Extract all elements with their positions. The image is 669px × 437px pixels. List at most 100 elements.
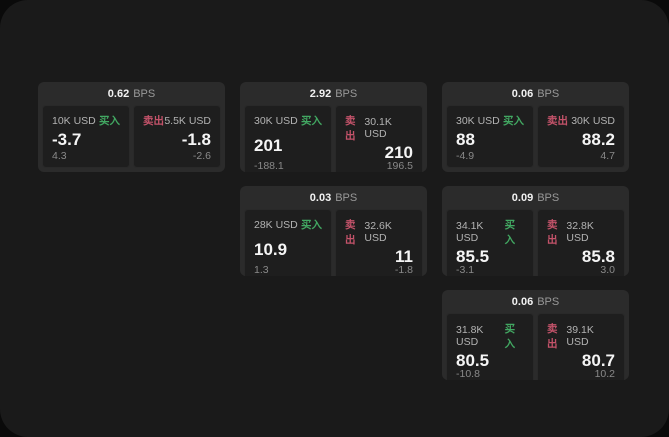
sell-price: 88.2 <box>581 130 615 150</box>
buy-size-label: 30K USD <box>456 114 500 127</box>
sell-price: 11 <box>395 247 413 266</box>
buy-price: 80.5 <box>456 351 490 370</box>
quote-panels: 34.1K USD 买入 85.5 -3.1 卖出 32.8K USD 85.8… <box>442 209 629 276</box>
card-header: 0.03 BPS <box>240 186 427 209</box>
buy-delta: -10.8 <box>456 368 480 380</box>
sell-price: 80.7 <box>581 351 615 370</box>
bps-value: 2.92 <box>309 87 332 100</box>
sell-panel[interactable]: 卖出 39.1K USD 80.7 10.2 <box>537 313 625 380</box>
sell-size-label: 32.8K USD <box>566 220 594 244</box>
card-header: 2.92 BPS <box>240 82 427 105</box>
buy-panel[interactable]: 28K USD 买入 10.9 1.3 <box>244 209 332 276</box>
sell-panel-top: 卖出 30K USD <box>547 113 615 128</box>
sell-size-label: 30.1K USD <box>364 116 392 140</box>
quote-panels: 30K USD 买入 88 -4.9 卖出 30K USD 88.2 4.7 <box>442 105 629 172</box>
buy-panel[interactable]: 31.8K USD 买入 80.5 -10.8 <box>446 313 534 380</box>
sell-price: 85.8 <box>581 247 615 266</box>
buy-panel[interactable]: 30K USD 买入 88 -4.9 <box>446 105 534 168</box>
buy-price: 88 <box>456 130 475 150</box>
bps-unit-label: BPS <box>537 295 560 308</box>
quote-panels: 30K USD 买入 201 -188.1 卖出 30.1K USD 210 1… <box>240 105 427 172</box>
sell-side-label: 卖出 <box>143 115 164 127</box>
sell-panel-top: 卖出 32.6K USD <box>345 217 413 247</box>
bps-unit-label: BPS <box>335 87 358 100</box>
sell-side-label: 卖出 <box>345 219 356 246</box>
sell-size-label: 5.5K USD <box>164 114 211 127</box>
buy-price: 85.5 <box>456 247 490 266</box>
bps-value: 0.03 <box>309 191 332 204</box>
buy-side-label: 买入 <box>99 115 120 127</box>
bps-value: 0.62 <box>107 87 130 100</box>
buy-side-label: 买入 <box>504 219 516 246</box>
buy-delta: -188.1 <box>254 160 284 172</box>
cards-grid: 0.62 BPS 10K USD 买入 -3.7 4.3 卖出 5.5K USD… <box>38 82 629 380</box>
sell-panel[interactable]: 卖出 5.5K USD -1.8 -2.6 <box>133 105 221 168</box>
buy-size-label: 31.8K USD <box>456 324 484 348</box>
quote-card: 0.06 BPS 30K USD 买入 88 -4.9 卖出 30K USD 8… <box>442 82 629 172</box>
buy-price: -3.7 <box>52 130 82 150</box>
buy-delta: -4.9 <box>456 149 475 162</box>
buy-price: 10.9 <box>254 239 288 259</box>
buy-panel[interactable]: 34.1K USD 买入 85.5 -3.1 <box>446 209 534 276</box>
sell-panel[interactable]: 卖出 30.1K USD 210 196.5 <box>335 105 423 172</box>
buy-panel-top: 30K USD 买入 <box>254 113 322 128</box>
sell-panel[interactable]: 卖出 30K USD 88.2 4.7 <box>537 105 625 168</box>
buy-panel-top: 30K USD 买入 <box>456 113 524 128</box>
buy-size-label: 34.1K USD <box>456 220 484 244</box>
buy-panel-top: 31.8K USD 买入 <box>456 321 524 351</box>
bps-unit-label: BPS <box>537 191 560 204</box>
buy-side-label: 买入 <box>301 115 322 127</box>
sell-panel-top: 卖出 5.5K USD <box>143 113 211 128</box>
quote-panels: 10K USD 买入 -3.7 4.3 卖出 5.5K USD -1.8 -2.… <box>38 105 225 172</box>
sell-panel[interactable]: 卖出 32.6K USD 11 -1.8 <box>335 209 423 276</box>
buy-side-label: 买入 <box>301 219 322 231</box>
card-header: 0.06 BPS <box>442 290 629 313</box>
buy-size-label: 28K USD <box>254 218 298 231</box>
quote-panels: 28K USD 买入 10.9 1.3 卖出 32.6K USD 11 -1.8 <box>240 209 427 276</box>
bps-value: 0.06 <box>511 87 534 100</box>
sell-side-label: 卖出 <box>547 115 568 127</box>
buy-size-label: 30K USD <box>254 114 298 127</box>
sell-delta: 4.7 <box>600 149 615 162</box>
sell-panel-top: 卖出 32.8K USD <box>547 217 615 247</box>
sell-panel[interactable]: 卖出 32.8K USD 85.8 3.0 <box>537 209 625 276</box>
buy-side-label: 买入 <box>504 323 516 350</box>
quote-card: 0.03 BPS 28K USD 买入 10.9 1.3 卖出 32.6K US… <box>240 186 427 276</box>
sell-size-label: 30K USD <box>571 114 615 127</box>
sell-price: -1.8 <box>181 130 211 150</box>
sell-delta: 3.0 <box>600 264 615 276</box>
bps-unit-label: BPS <box>335 191 358 204</box>
sell-side-label: 卖出 <box>345 115 356 142</box>
sell-delta: -2.6 <box>192 149 211 162</box>
card-header: 0.09 BPS <box>442 186 629 209</box>
quote-card: 2.92 BPS 30K USD 买入 201 -188.1 卖出 30.1K … <box>240 82 427 172</box>
bps-unit-label: BPS <box>537 87 560 100</box>
sell-side-label: 卖出 <box>547 323 558 350</box>
buy-delta: -3.1 <box>456 264 475 276</box>
buy-panel[interactable]: 30K USD 买入 201 -188.1 <box>244 105 332 172</box>
sell-delta: 10.2 <box>594 368 615 380</box>
sell-panel-top: 卖出 30.1K USD <box>345 113 413 143</box>
buy-panel-top: 28K USD 买入 <box>254 217 322 232</box>
buy-delta: 1.3 <box>254 264 269 276</box>
sell-price: 210 <box>384 143 413 162</box>
sell-size-label: 39.1K USD <box>566 324 594 348</box>
buy-size-label: 10K USD <box>52 114 96 127</box>
card-header: 0.62 BPS <box>38 82 225 105</box>
sell-panel-top: 卖出 39.1K USD <box>547 321 615 351</box>
quote-card: 0.06 BPS 31.8K USD 买入 80.5 -10.8 卖出 39.1… <box>442 290 629 380</box>
buy-side-label: 买入 <box>503 115 524 127</box>
sell-delta: -1.8 <box>394 264 413 276</box>
bps-value: 0.09 <box>511 191 534 204</box>
bps-unit-label: BPS <box>133 87 156 100</box>
buy-delta: 4.3 <box>52 149 67 162</box>
card-header: 0.06 BPS <box>442 82 629 105</box>
quote-card: 0.62 BPS 10K USD 买入 -3.7 4.3 卖出 5.5K USD… <box>38 82 225 172</box>
quote-card: 0.09 BPS 34.1K USD 买入 85.5 -3.1 卖出 32.8K… <box>442 186 629 276</box>
buy-price: 201 <box>254 135 283 155</box>
sell-delta: 196.5 <box>386 160 413 172</box>
buy-panel-top: 34.1K USD 买入 <box>456 217 524 247</box>
buy-panel[interactable]: 10K USD 买入 -3.7 4.3 <box>42 105 130 168</box>
sell-side-label: 卖出 <box>547 219 558 246</box>
